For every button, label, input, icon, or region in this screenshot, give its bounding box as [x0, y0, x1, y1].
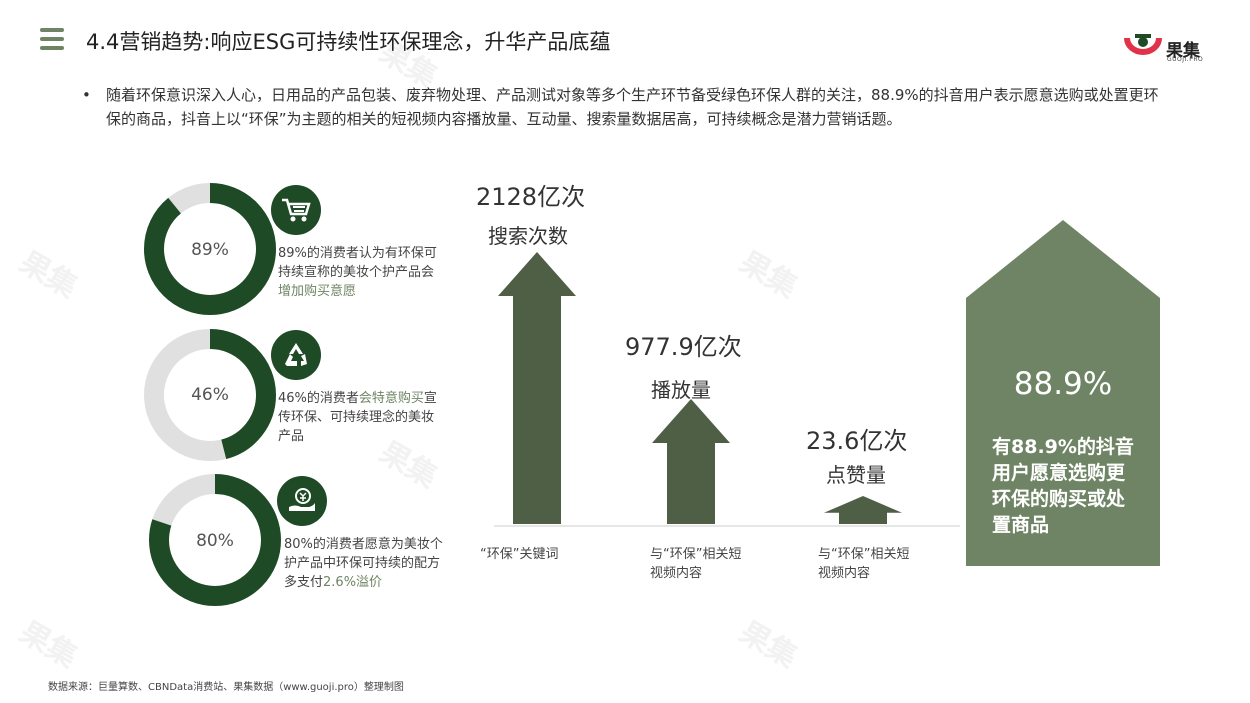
donut-value: 80% — [196, 531, 234, 551]
source-note: 数据来源：巨量算数、CBNData消费站、果集数据（www.guoji.pro）… — [48, 682, 404, 693]
bar-arrow — [652, 399, 730, 524]
donut-arc — [149, 474, 281, 606]
stat-text: 宣传环保、可持续理念的美妆产品 — [278, 391, 437, 444]
stat-highlight: 2.6%溢价 — [323, 575, 383, 590]
logo-text: 果集 — [1166, 41, 1200, 61]
highlight-value: 88.9% — [1013, 366, 1113, 402]
bar-metric-label: 点赞量 — [826, 463, 886, 487]
donut-charts — [144, 183, 281, 606]
logo-icon — [1124, 34, 1162, 55]
watermark: 果集 — [13, 244, 83, 306]
stat-text: 80%的消费者愿意为美妆个护产品中环保可持续的配方多支付 — [284, 537, 443, 590]
stat-text: 46%的消费者 — [278, 391, 359, 406]
donut-value: 89% — [191, 240, 229, 260]
stat-description: 46%的消费者会特意购买宣传环保、可持续理念的美妆产品 — [278, 389, 438, 446]
stat-highlight: 增加购买意愿 — [278, 284, 357, 299]
intro-text: 随着环保意识深入人心，日用品的产品包装、废弃物处理、产品测试对象等多个生产环节备… — [106, 86, 1159, 128]
money-hand-icon — [277, 476, 327, 526]
bar-category-label: 与“环保”相关短视频内容 — [650, 547, 742, 581]
bar-metric-label: 搜索次数 — [488, 224, 568, 248]
bar-value-label: 2128亿次 — [476, 183, 586, 211]
bar-metric-label: 播放量 — [651, 378, 711, 402]
bullet: • — [82, 86, 91, 104]
bar-arrow — [498, 252, 576, 524]
highlight-house-shape — [966, 220, 1160, 566]
highlight-text: 有88.9%的抖音用户愿意选购更环保的购买或处置商品 — [992, 436, 1134, 536]
stat-highlight: 会特意购买 — [358, 391, 424, 406]
stat-text: 89%的消费者认为有环保可持续宣称的美妆个护产品会 — [278, 246, 437, 280]
stat-description: 89%的消费者认为有环保可持续宣称的美妆个护产品会增加购买意愿 — [278, 244, 438, 301]
donut-arc — [144, 183, 276, 315]
intro-paragraph: • 随着环保意识深入人心，日用品的产品包装、废弃物处理、产品测试对象等多个生产环… — [82, 83, 1172, 131]
donut-value: 46% — [191, 385, 229, 405]
menu-icon — [40, 28, 64, 55]
logo-subtext: GUOJI.PRO — [1167, 56, 1204, 63]
recycle-icon — [271, 330, 321, 380]
page-title: 4.4营销趋势:响应ESG可持续性环保理念，升华产品底蕴 — [86, 30, 611, 54]
shopping-cart-icon — [271, 185, 321, 235]
bar-category-label: “环保”关键词 — [480, 547, 559, 562]
watermark: 果集 — [13, 614, 83, 676]
bar-value-label: 977.9亿次 — [625, 333, 742, 361]
bar-value-label: 23.6亿次 — [806, 427, 908, 455]
watermark: 果集 — [733, 614, 803, 676]
stat-description: 80%的消费者愿意为美妆个护产品中环保可持续的配方多支付2.6%溢价 — [284, 535, 444, 592]
donut-arc — [144, 329, 276, 461]
bar-arrow — [824, 496, 902, 524]
arrow-bar-chart — [494, 252, 960, 527]
bar-category-label: 与“环保”相关短视频内容 — [818, 547, 910, 581]
